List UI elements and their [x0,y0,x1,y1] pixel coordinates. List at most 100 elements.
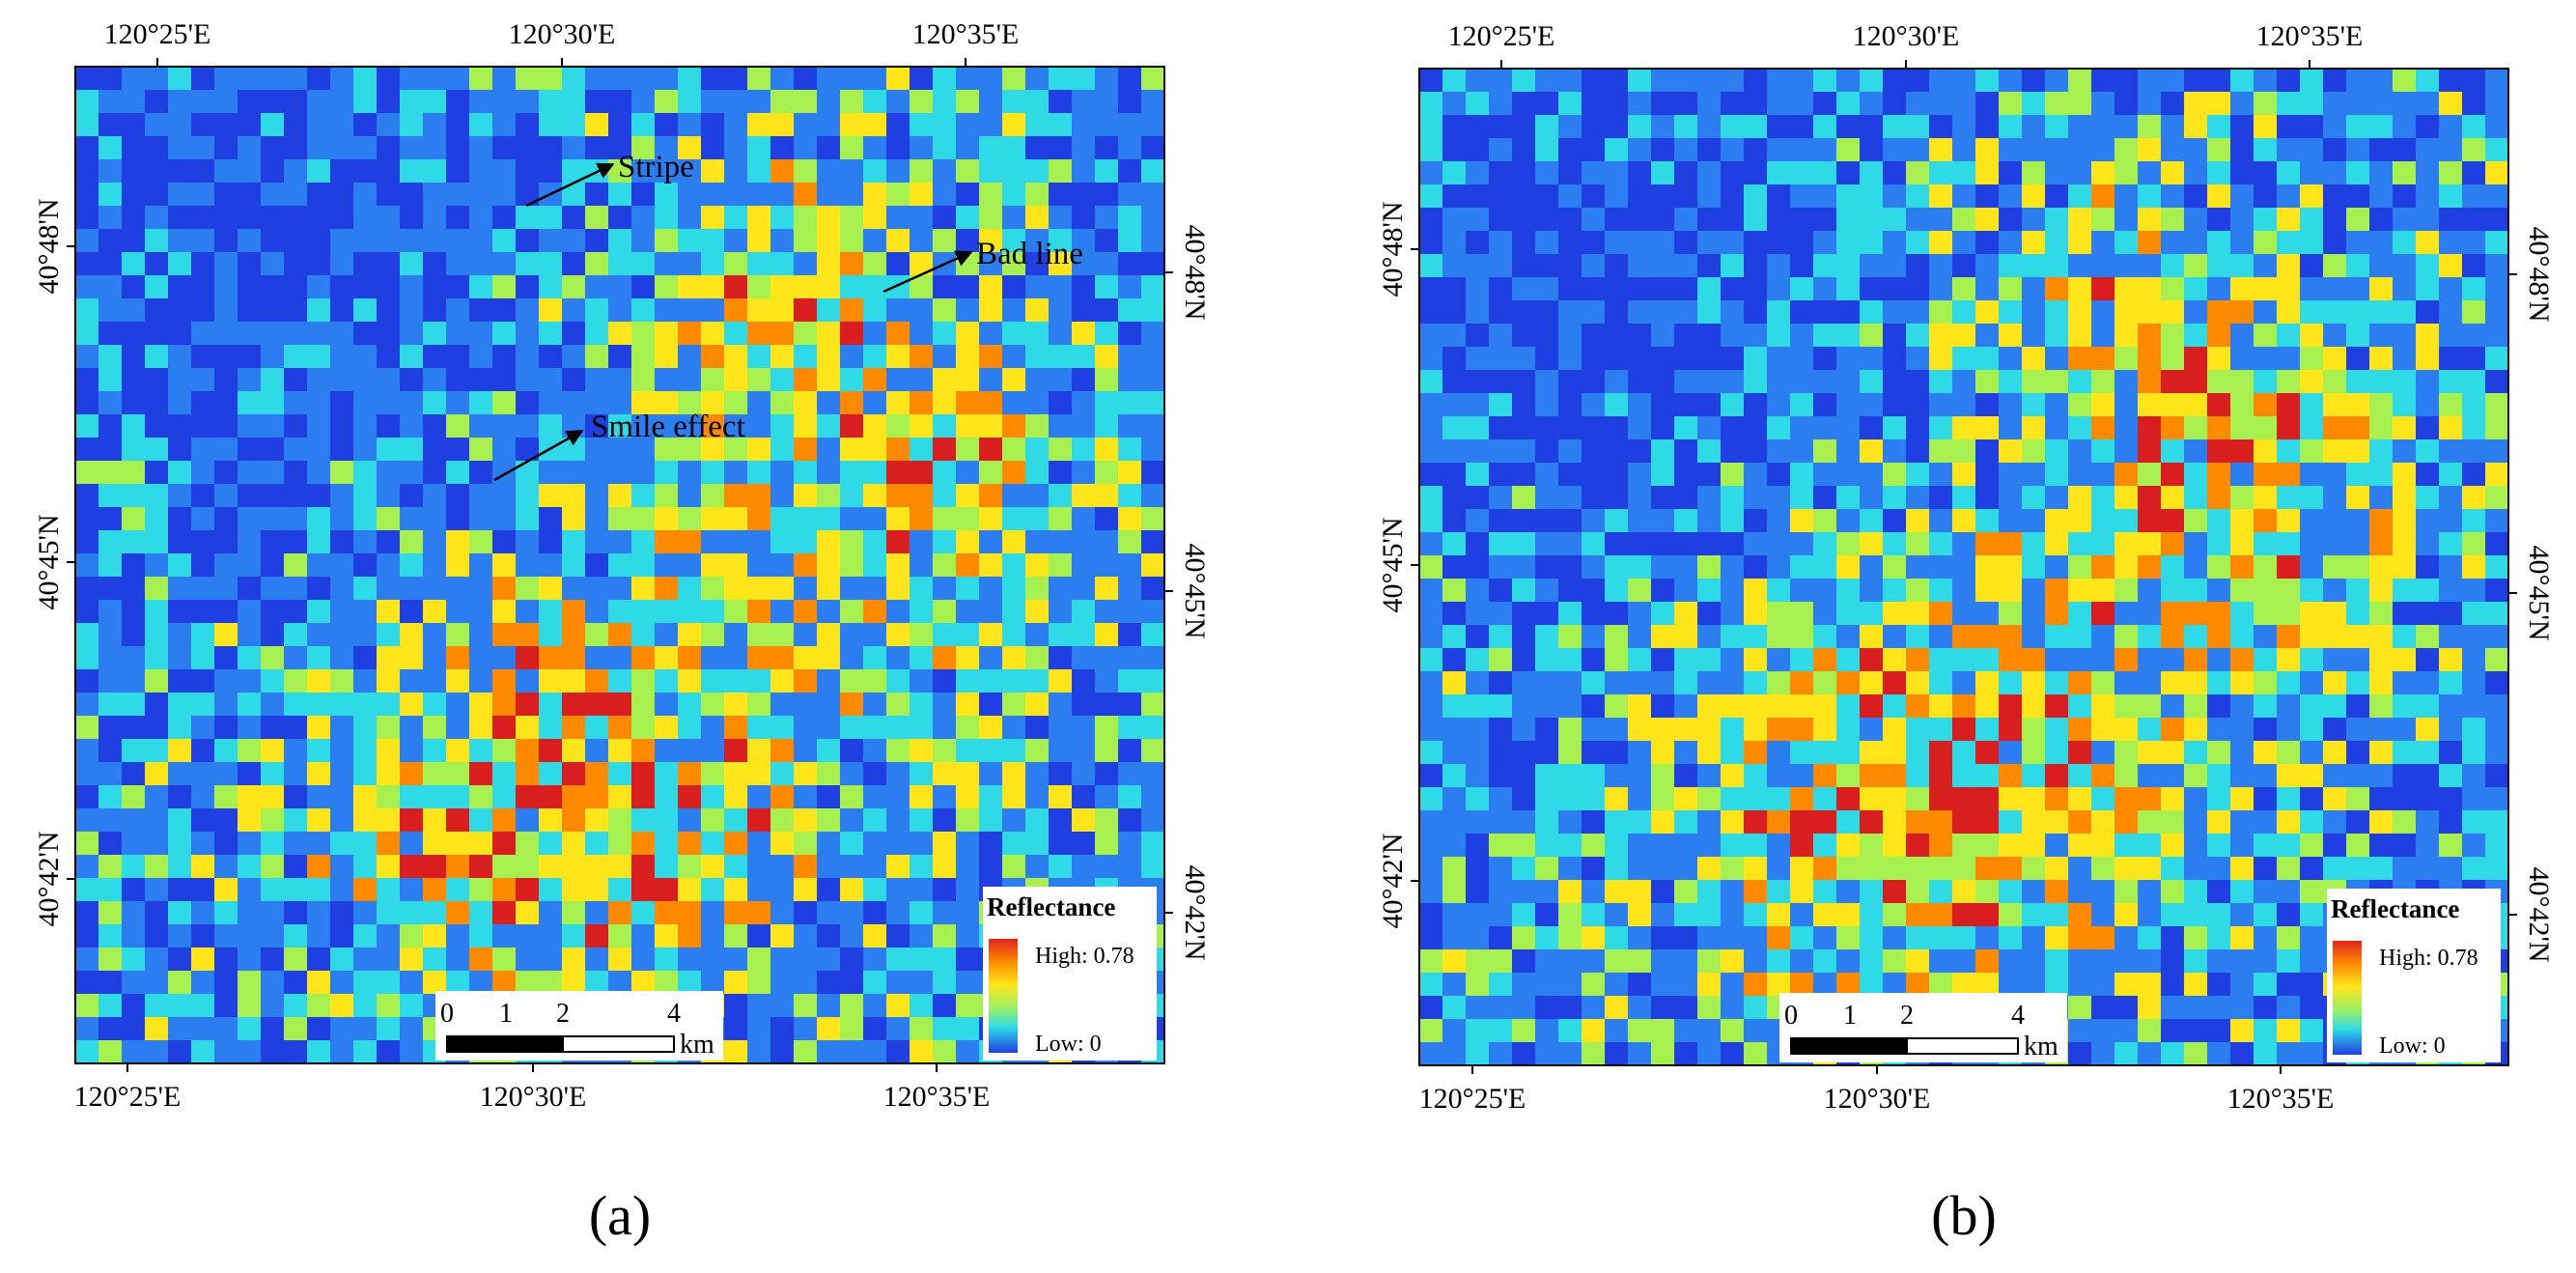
raster-cell [1651,184,1674,208]
raster-cell [1025,368,1049,391]
raster-cell [2091,880,2114,903]
top-tick-label: 120°35'E [2256,20,2364,52]
panel-a: 120°25'E 120°30'E 120°35'E 120°25'E 120°… [33,18,1211,1247]
raster-cell [1952,857,1975,880]
raster-cell [840,183,863,206]
raster-cell [794,901,817,924]
raster-cell [1442,834,1466,857]
raster-cell [701,878,724,901]
raster-cell [492,67,516,90]
raster-cell [655,414,678,438]
raster-cell [1466,926,1489,949]
raster-cell [145,507,168,530]
raster-cell [956,136,979,159]
raster-cell [2439,138,2462,161]
raster-cell [956,368,979,391]
raster-cell [2277,671,2300,694]
raster-cell [562,530,585,553]
map-frame-a [74,66,1165,1064]
raster-cell [1025,90,1049,113]
raster-cell [933,600,956,623]
raster-cell [75,438,98,461]
raster-cell [1697,208,1721,231]
legend-color-ramp [989,939,1018,1053]
raster-cell [1883,973,1906,996]
raster-cell [2184,648,2207,671]
raster-cell [1049,553,1072,577]
raster-cell [2161,1042,2184,1065]
raster-cell [1072,298,1095,322]
raster-cell [1141,646,1164,669]
raster-cell [1906,463,1929,486]
raster-cell [1929,857,1952,880]
raster-cell [1999,463,2022,486]
raster-cell [2416,347,2439,370]
raster-cell [1512,231,1535,254]
raster-cell [446,785,469,808]
raster-cell [75,252,98,275]
raster-cell [98,623,122,646]
raster-cell [1558,393,1582,416]
raster-cell [2346,184,2369,208]
raster-cell [2068,787,2091,810]
raster-cell [1002,368,1025,391]
raster-cell [1558,834,1582,857]
raster-cell [2138,602,2161,625]
raster-cell [1952,231,1975,254]
raster-cell [1767,532,1790,555]
raster-cell [191,229,214,252]
raster-cell [933,136,956,159]
raster-cell [910,785,933,808]
raster-cell [1860,161,1883,184]
raster-cell [2462,857,2485,880]
raster-cell [794,553,817,577]
raster-cell [307,461,330,484]
raster-cell [2300,138,2323,161]
raster-cell [1512,741,1535,764]
raster-cell [724,159,747,183]
raster-cell [1721,764,1744,787]
raster-cell [469,530,492,553]
raster-cell [2300,347,2323,370]
raster-cell [863,530,886,553]
raster-cell [1906,393,1929,416]
raster-cell [1744,416,1767,439]
raster-cell [400,901,423,924]
raster-cell [1674,880,1697,903]
raster-cell [817,461,840,484]
raster-cell [2114,231,2138,254]
map-b-patches [1419,69,2508,1065]
raster-cell [2485,254,2508,277]
raster-cell [353,878,377,901]
raster-cell [1442,138,1466,161]
raster-cell [631,159,655,183]
raster-cell [2254,1042,2277,1065]
raster-cell [655,808,678,832]
raster-cell [1790,973,1813,996]
raster-cell [1767,300,1790,324]
raster-cell [2091,208,2114,231]
raster-cell [678,113,701,136]
raster-cell [1744,625,1767,648]
raster-cell [1002,252,1025,275]
raster-cell [1860,625,1883,648]
raster-cell [98,577,122,600]
raster-cell [2045,764,2068,787]
raster-cell [678,716,701,739]
raster-cell [1767,787,1790,810]
raster-cell [631,623,655,646]
raster-cell [214,275,238,298]
raster-cell [1419,579,1442,602]
raster-cell [2323,555,2346,579]
raster-cell [1651,834,1674,857]
raster-cell [1002,553,1025,577]
raster-cell [539,901,562,924]
raster-cell [168,298,191,322]
raster-cell [701,414,724,438]
raster-cell [933,762,956,785]
raster-cell [1558,996,1582,1019]
raster-cell [2416,741,2439,764]
raster-cell [1883,208,1906,231]
raster-cell [1813,787,1836,810]
raster-cell [1141,90,1164,113]
